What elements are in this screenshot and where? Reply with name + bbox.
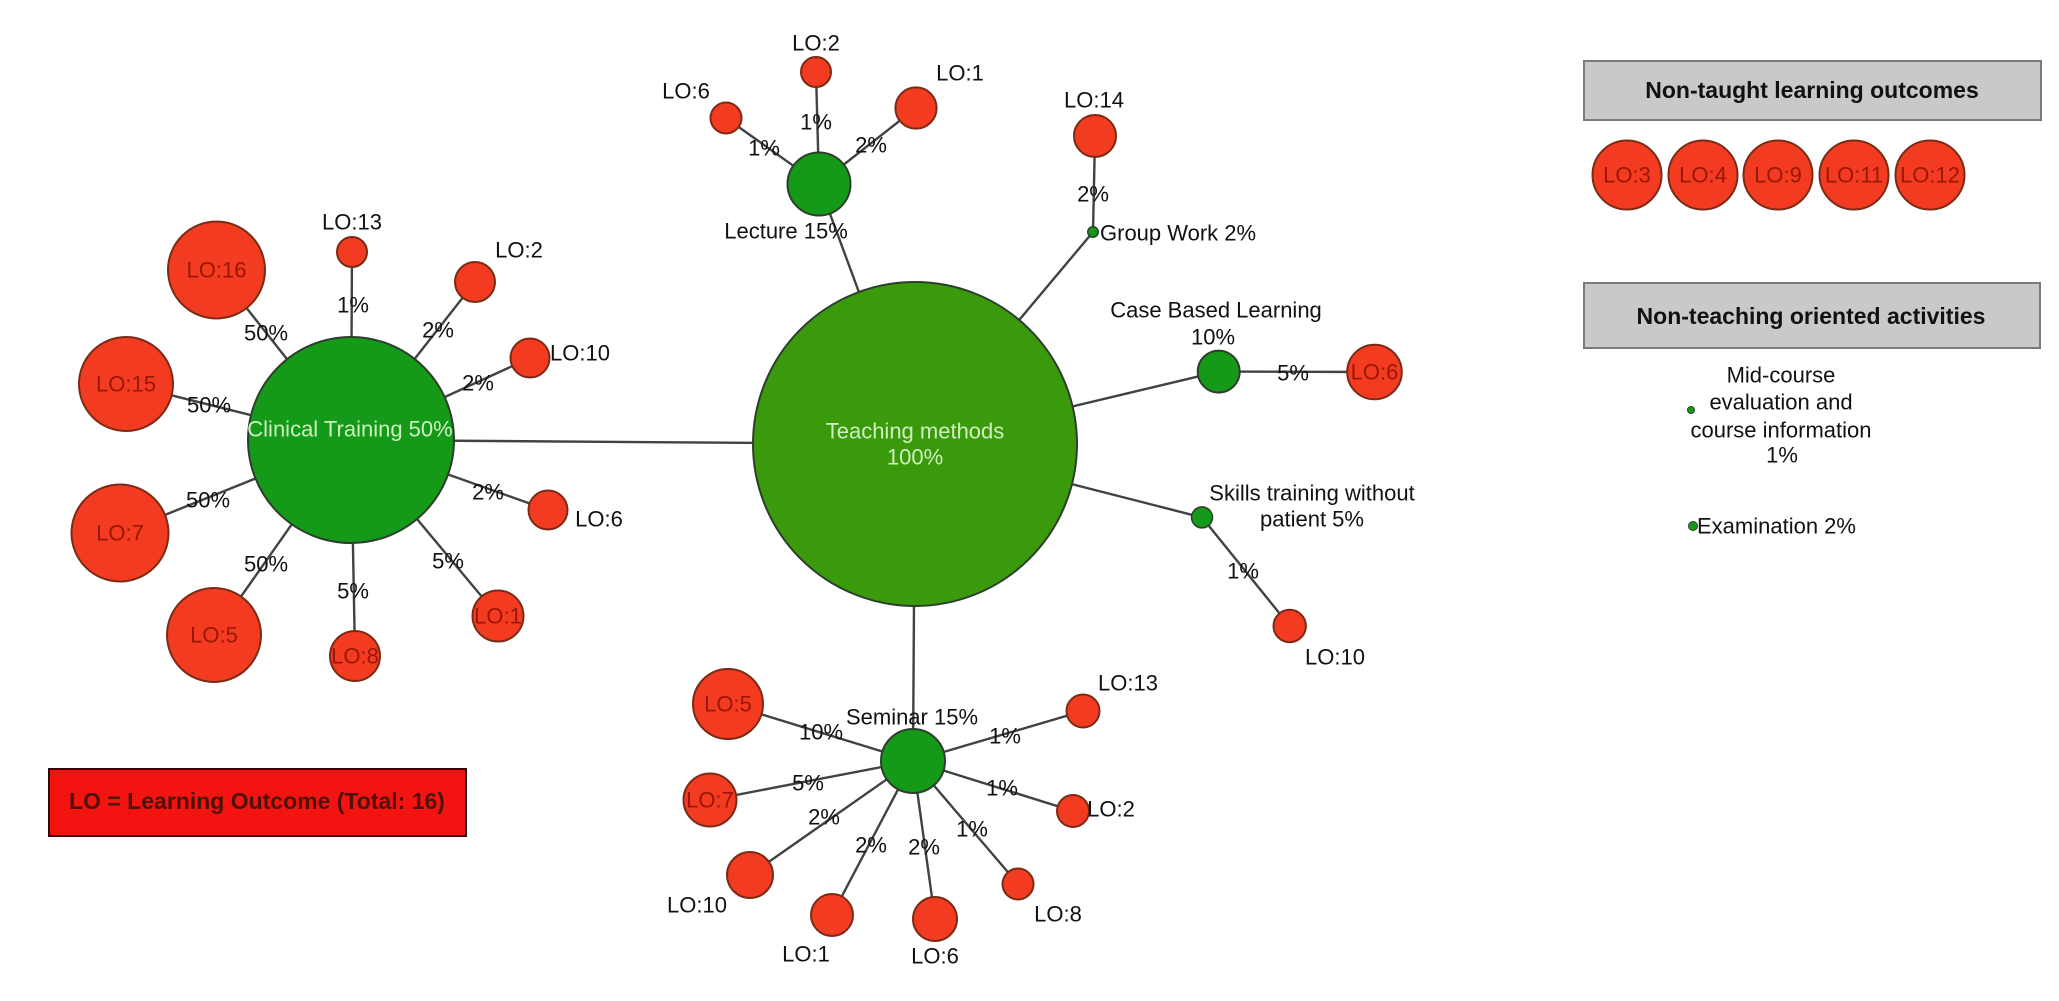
- svg-text:LO:15: LO:15: [96, 372, 156, 397]
- svg-text:LO:13: LO:13: [322, 210, 382, 235]
- svg-text:LO:4: LO:4: [1679, 163, 1727, 188]
- svg-text:2%: 2%: [855, 833, 887, 858]
- svg-text:Non-taught learning outcomes: Non-taught learning outcomes: [1645, 77, 1979, 103]
- svg-text:1%: 1%: [989, 724, 1021, 749]
- svg-text:5%: 5%: [337, 579, 369, 604]
- svg-text:10%: 10%: [1191, 325, 1235, 350]
- svg-text:LO:8: LO:8: [1034, 902, 1082, 927]
- svg-text:LO:12: LO:12: [1900, 163, 1960, 188]
- svg-text:LO:2: LO:2: [792, 31, 840, 56]
- svg-text:LO:6: LO:6: [1351, 360, 1399, 385]
- svg-text:patient 5%: patient 5%: [1260, 507, 1364, 532]
- svg-text:LO:1: LO:1: [782, 942, 830, 967]
- svg-text:2%: 2%: [1077, 182, 1109, 207]
- svg-text:2%: 2%: [422, 318, 454, 343]
- svg-text:LO:10: LO:10: [667, 893, 727, 918]
- svg-text:Lecture 15%: Lecture 15%: [724, 219, 848, 244]
- svg-text:10%: 10%: [799, 720, 843, 745]
- svg-text:5%: 5%: [792, 771, 824, 796]
- svg-text:LO:10: LO:10: [1305, 645, 1365, 670]
- svg-text:LO:16: LO:16: [187, 258, 247, 283]
- svg-text:LO:7: LO:7: [686, 788, 734, 813]
- svg-text:2%: 2%: [855, 133, 887, 158]
- svg-text:1%: 1%: [337, 293, 369, 318]
- svg-text:Teaching methods: Teaching methods: [826, 419, 1005, 444]
- svg-text:50%: 50%: [244, 321, 288, 346]
- svg-text:Skills training without: Skills training without: [1209, 481, 1414, 506]
- svg-text:2%: 2%: [462, 371, 494, 396]
- svg-text:LO:1: LO:1: [474, 604, 522, 629]
- svg-text:2%: 2%: [908, 835, 940, 860]
- svg-text:LO:6: LO:6: [575, 507, 623, 532]
- svg-text:LO:14: LO:14: [1064, 88, 1124, 113]
- svg-text:LO:13: LO:13: [1098, 671, 1158, 696]
- svg-text:LO:1: LO:1: [936, 61, 984, 86]
- svg-text:5%: 5%: [1277, 361, 1309, 386]
- svg-text:Case Based Learning: Case Based Learning: [1110, 298, 1322, 323]
- svg-text:2%: 2%: [808, 805, 840, 830]
- svg-text:1%: 1%: [800, 110, 832, 135]
- svg-text:50%: 50%: [186, 488, 230, 513]
- svg-text:LO:11: LO:11: [1825, 163, 1883, 188]
- svg-text:LO:6: LO:6: [662, 79, 710, 104]
- svg-text:LO = Learning Outcome (Total:: LO = Learning Outcome (Total: 16): [69, 788, 445, 814]
- svg-text:50%: 50%: [187, 393, 231, 418]
- svg-text:Non-teaching oriented activiti: Non-teaching oriented activities: [1637, 303, 1986, 329]
- svg-text:LO:8: LO:8: [331, 644, 379, 669]
- svg-text:Examination 2%: Examination 2%: [1697, 514, 1856, 539]
- svg-text:course information: course information: [1691, 418, 1872, 443]
- svg-text:1%: 1%: [748, 136, 780, 161]
- svg-text:5%: 5%: [432, 549, 464, 574]
- svg-text:evaluation and: evaluation and: [1709, 390, 1852, 415]
- svg-text:LO:2: LO:2: [1087, 797, 1135, 822]
- svg-text:Seminar 15%: Seminar 15%: [846, 705, 978, 730]
- svg-text:Mid-course: Mid-course: [1727, 363, 1836, 388]
- svg-text:100%: 100%: [887, 445, 943, 470]
- svg-text:1%: 1%: [986, 776, 1018, 801]
- svg-text:2%: 2%: [472, 480, 504, 505]
- svg-text:Group Work 2%: Group Work 2%: [1100, 221, 1256, 246]
- svg-text:LO:9: LO:9: [1754, 163, 1802, 188]
- svg-text:LO:2: LO:2: [495, 238, 543, 263]
- svg-text:LO:6: LO:6: [911, 944, 959, 969]
- svg-text:LO:3: LO:3: [1603, 163, 1651, 188]
- svg-text:1%: 1%: [1227, 559, 1259, 584]
- svg-text:LO:7: LO:7: [96, 521, 144, 546]
- svg-text:1%: 1%: [1766, 443, 1798, 468]
- svg-text:1%: 1%: [956, 817, 988, 842]
- svg-text:LO:5: LO:5: [190, 623, 238, 648]
- svg-text:LO:5: LO:5: [704, 692, 752, 717]
- svg-text:LO:10: LO:10: [550, 341, 610, 366]
- svg-text:50%: 50%: [244, 552, 288, 577]
- svg-text:Clinical Training 50%: Clinical Training 50%: [247, 417, 452, 442]
